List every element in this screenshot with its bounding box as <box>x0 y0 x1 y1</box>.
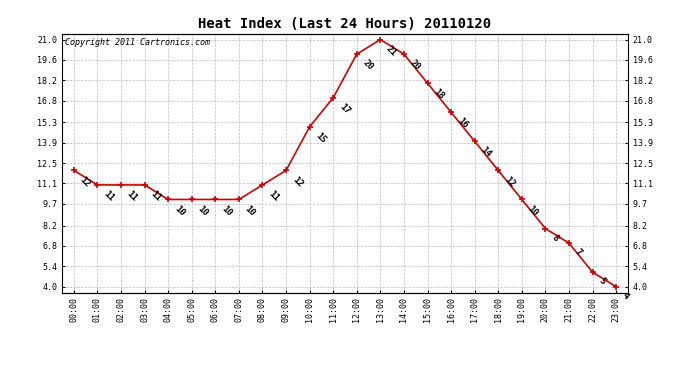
Text: 20: 20 <box>408 58 422 72</box>
Text: 16: 16 <box>455 116 469 130</box>
Text: 10: 10 <box>219 204 233 218</box>
Text: 10: 10 <box>172 204 186 218</box>
Text: 11: 11 <box>125 189 139 203</box>
Text: 12: 12 <box>290 174 304 189</box>
Text: Copyright 2011 Cartronics.com: Copyright 2011 Cartronics.com <box>65 38 210 46</box>
Text: 11: 11 <box>149 189 163 203</box>
Text: 11: 11 <box>266 189 281 203</box>
Text: 14: 14 <box>479 146 493 159</box>
Text: 12: 12 <box>78 174 92 189</box>
Title: Heat Index (Last 24 Hours) 20110120: Heat Index (Last 24 Hours) 20110120 <box>199 17 491 31</box>
Text: 5: 5 <box>597 276 607 286</box>
Text: 21: 21 <box>384 44 399 58</box>
Text: 4: 4 <box>620 291 631 301</box>
Text: 15: 15 <box>314 131 328 145</box>
Text: 8: 8 <box>549 233 560 243</box>
Text: 11: 11 <box>101 189 116 203</box>
Text: 20: 20 <box>361 58 375 72</box>
Text: 7: 7 <box>573 247 583 257</box>
Text: 10: 10 <box>526 204 540 218</box>
Text: 10: 10 <box>196 204 210 218</box>
Text: 17: 17 <box>337 102 351 116</box>
Text: 10: 10 <box>243 204 257 218</box>
Text: 18: 18 <box>432 87 446 101</box>
Text: 12: 12 <box>502 174 516 189</box>
